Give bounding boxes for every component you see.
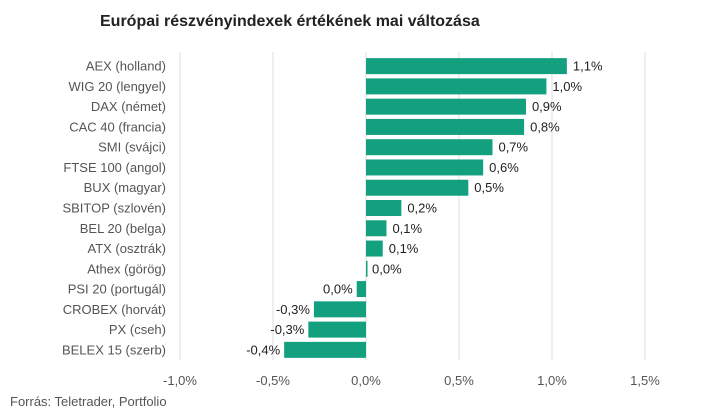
chart-title: Európai részvényindexek értékének mai vá…: [100, 13, 480, 30]
value-label: 0,0%: [372, 261, 402, 276]
bar: [366, 159, 484, 176]
bar: [366, 200, 402, 216]
value-label: 0,1%: [389, 241, 419, 256]
bar: [308, 321, 366, 338]
category-label: PSI 20 (portugál): [68, 282, 166, 297]
value-label: 0,6%: [489, 160, 519, 175]
value-label: 0,9%: [532, 99, 562, 114]
category-label: CAC 40 (francia): [69, 119, 166, 134]
category-label: CROBEX (horvát): [63, 302, 166, 317]
bar: [356, 281, 366, 298]
bars: [284, 58, 567, 358]
bar: [313, 301, 366, 318]
value-label: 0,1%: [392, 221, 422, 236]
bar: [366, 139, 493, 156]
value-label: 0,5%: [474, 180, 504, 195]
value-label: 0,0%: [323, 282, 353, 297]
value-label: 0,2%: [407, 201, 437, 216]
bar: [366, 240, 383, 257]
bar: [366, 179, 469, 196]
value-label: 1,0%: [552, 79, 582, 94]
value-label: 1,1%: [573, 59, 603, 74]
category-label: SBITOP (szlovén): [62, 201, 166, 216]
category-label: DAX (német): [91, 99, 166, 114]
x-tick-labels: -1,0% -0,5% 0,0% 0,5% 1,0% 1,5%: [163, 373, 660, 388]
category-label: Athex (görög): [87, 261, 166, 276]
source-note: Forrás: Teletrader, Portfolio: [10, 394, 167, 409]
x-tick-label: -0,5%: [256, 373, 290, 388]
bar: [366, 118, 525, 135]
category-label: BEL 20 (belga): [80, 221, 166, 236]
bar: [366, 220, 387, 237]
category-label: ATX (osztrák): [88, 241, 167, 256]
value-labels: 1,1% 1,0% 0,9% 0,8%0,7% 0,6% 0,5% 0,2% 0,1% 0,1%…: [246, 59, 603, 358]
x-tick-label: 0,0%: [351, 373, 381, 388]
category-label: FTSE 100 (angol): [63, 160, 166, 175]
category-label: SMI (svájci): [98, 140, 166, 155]
x-tick-label: 1,0%: [537, 373, 567, 388]
value-label: 0,8%: [530, 119, 560, 134]
x-tick-label: 0,5%: [444, 373, 474, 388]
x-tick-label: 1,5%: [630, 373, 660, 388]
bar: [366, 98, 526, 115]
bar: [284, 341, 366, 358]
bar: [366, 260, 368, 277]
x-tick-label: -1,0%: [163, 373, 197, 388]
category-label: BUX (magyar): [84, 180, 166, 195]
category-label: PX (cseh): [109, 322, 166, 337]
category-labels: AEX (holland) WIG 20 (lengyel) DAX (német)…: [62, 59, 166, 358]
category-label: BELEX 15 (szerb): [62, 342, 166, 357]
category-label: AEX (holland): [86, 59, 166, 74]
bar: [366, 58, 567, 75]
value-label: -0,3%: [270, 322, 304, 337]
category-label: WIG 20 (lengyel): [68, 79, 166, 94]
value-label: 0,7%: [498, 140, 528, 155]
value-label: -0,4%: [246, 342, 280, 357]
bar: [366, 78, 547, 95]
value-label: -0,3%: [276, 302, 310, 317]
